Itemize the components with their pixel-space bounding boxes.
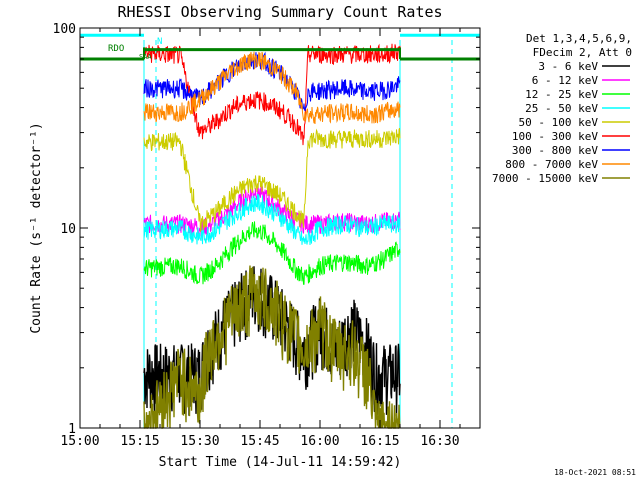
series-line-5 <box>143 43 401 146</box>
legend-entry: 7000 - 15000 keV <box>492 172 598 185</box>
night-label: N <box>157 37 162 47</box>
legend-entry: 800 - 7000 keV <box>505 158 598 171</box>
saa-label: SAA <box>139 53 152 61</box>
x-tick-label: 15:00 <box>60 434 99 449</box>
series-line-6 <box>143 51 401 112</box>
x-tick-label: 16:30 <box>420 434 459 449</box>
y-tick-label: 1 <box>68 422 76 437</box>
legend-entry: 50 - 100 keV <box>519 116 599 129</box>
x-axis-label: Start Time (14-Jul-11 14:59:42) <box>159 455 402 470</box>
x-tick-label: 16:15 <box>360 434 399 449</box>
y-axis-label: Count Rate (s⁻¹ detector⁻¹) <box>29 122 44 333</box>
legend-entry: 100 - 300 keV <box>512 130 598 143</box>
series-line-7 <box>143 51 401 125</box>
legend-entry: 300 - 800 keV <box>512 144 598 157</box>
x-tick-label: 15:15 <box>120 434 159 449</box>
x-tick-label: 16:00 <box>300 434 339 449</box>
series-line-0 <box>143 266 401 417</box>
series-line-8 <box>143 265 401 429</box>
x-tick-label: 15:45 <box>240 434 279 449</box>
series-line-2 <box>143 221 401 285</box>
generation-timestamp: 18-Oct-2021 08:51 <box>554 468 636 477</box>
legend-header: Det 1,3,4,5,6,9, <box>526 32 632 45</box>
series-line-4 <box>143 127 401 233</box>
y-tick-label: 100 <box>53 22 76 37</box>
plot-frame <box>79 27 481 429</box>
legend-entry: 6 - 12 keV <box>532 74 599 87</box>
series-line-3 <box>143 193 401 246</box>
legend-entry: 25 - 50 keV <box>525 102 598 115</box>
legend-header: FDecim 2, Att 0 <box>533 46 632 59</box>
legend-entry: 3 - 6 keV <box>538 60 598 73</box>
chart-title: RHESSI Observing Summary Count Rates <box>117 3 442 21</box>
rdo-label: RDO <box>108 44 124 54</box>
x-tick-label: 15:30 <box>180 434 219 449</box>
legend-entry: 12 - 25 keV <box>525 88 598 101</box>
y-tick-label: 10 <box>60 222 76 237</box>
